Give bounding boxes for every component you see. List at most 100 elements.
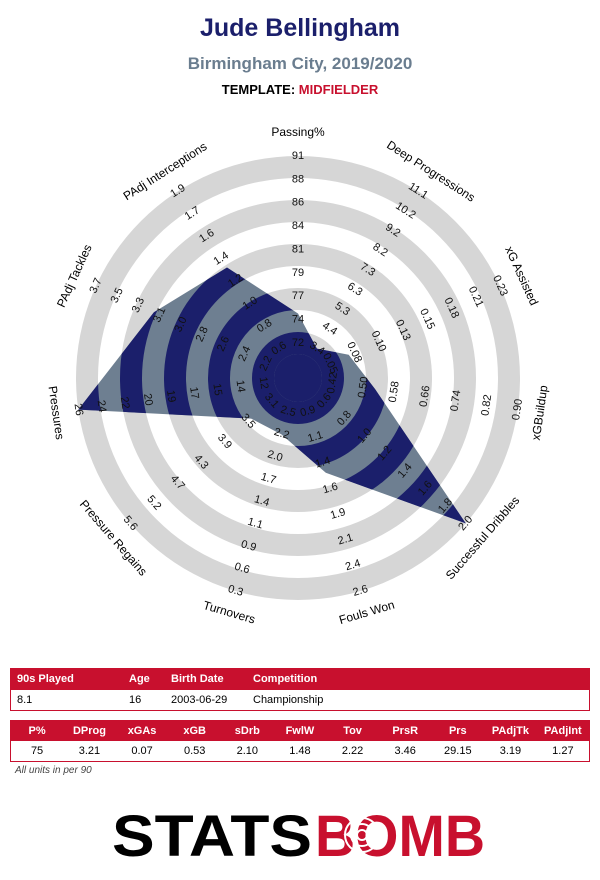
stats-header: xGAs <box>115 720 169 741</box>
radar-tick-label: 2.6 <box>215 335 232 354</box>
info-cell: 8.1 <box>10 689 123 711</box>
template-label: TEMPLATE: <box>221 82 296 97</box>
radar-tick-label: 2.2 <box>273 426 291 442</box>
stats-cell: 2.22 <box>341 745 364 757</box>
radar-tick-label: 1.1 <box>246 516 264 532</box>
radar-tick-label: 88 <box>292 173 304 185</box>
radar-tick-label: 0.42 <box>325 372 340 395</box>
info-row: 8.1 16 2003-06-29 Championship <box>10 689 590 711</box>
radar-tick-label: 0.90 <box>510 398 525 421</box>
radar-tick-label: 0.50 <box>356 376 371 399</box>
stats-header: Tov <box>326 720 379 741</box>
radar-polygon-layer <box>78 267 466 524</box>
info-header: Birth Date <box>165 668 247 690</box>
stats-cell: 2.10 <box>236 745 259 757</box>
logo-mark: STATS BOMB <box>112 804 485 869</box>
radar-tick-label: 74 <box>292 314 304 326</box>
radar-tick-label: 22 <box>118 396 132 410</box>
radar-tick-label: 77 <box>292 290 304 302</box>
stats-header: xGB <box>168 720 221 741</box>
radar-tick-label: 0.6 <box>233 561 251 577</box>
stats-cell: 3.21 <box>78 745 101 757</box>
radar-tick-label: 0.58 <box>387 380 402 403</box>
template-value: MIDFIELDER <box>298 82 379 97</box>
stats-table: P% DProg xGAs xGB sDrb FwlW Tov PrsR Prs… <box>10 720 590 762</box>
radar-tick-label: 17 <box>187 386 201 400</box>
radar-chart: 7274777981848688913.44.45.36.37.38.29.21… <box>46 125 551 628</box>
radar-tick-label: 2.4 <box>344 557 362 573</box>
radar-axis-label: Fouls Won <box>337 598 396 628</box>
radar-tick-label: 79 <box>292 267 304 279</box>
stats-cell: 29.15 <box>444 745 472 757</box>
radar-tick-label: 1.7 <box>259 471 277 487</box>
stats-header: P% <box>10 720 64 741</box>
radar-tick-label: 0.66 <box>418 385 433 408</box>
radar-tick-label: 0.9 <box>299 404 317 420</box>
stats-cell: 0.07 <box>131 745 153 757</box>
radar-tick-label: 12 <box>257 376 271 390</box>
radar-tick-label: 1.4 <box>314 455 332 471</box>
radar-tick-label: 3.0 <box>172 315 189 334</box>
radar-tick-label: 14 <box>233 379 247 393</box>
radar-tick-label: 4.4 <box>320 320 339 338</box>
radar-tick-label: 15 <box>210 383 224 397</box>
radar-tick-label: 1.6 <box>321 480 339 496</box>
units-note: All units in per 90 <box>15 765 92 776</box>
player-info-table: 90s Played Age Birth Date Competition 8.… <box>10 668 590 711</box>
info-cell: 2003-06-29 <box>165 689 247 711</box>
stats-cell: 3.19 <box>499 745 522 757</box>
radar-tick-label: 3.7 <box>87 276 104 295</box>
stats-cell: 1.27 <box>552 745 574 757</box>
info-header: 90s Played <box>10 668 123 690</box>
logo-target-icon <box>344 817 380 853</box>
radar-tick-label: 0.82 <box>479 394 494 417</box>
stats-header: FwlW <box>273 720 327 741</box>
info-cell: 16 <box>123 689 165 711</box>
info-header: Age <box>123 668 165 690</box>
radar-axis-label: Pressures <box>46 385 68 440</box>
radar-tick-label: 81 <box>292 243 304 255</box>
stats-cell: 75 <box>30 745 44 757</box>
radar-tick-label: 2.1 <box>336 532 354 548</box>
statsbomb-logo: STATS BOMB <box>0 804 600 869</box>
radar-tick-label: 2.4 <box>236 344 253 363</box>
radar-tick-label: 0.74 <box>448 389 463 412</box>
radar-center <box>274 354 322 402</box>
radar-tick-label: 2.5 <box>279 404 297 420</box>
radar-tick-label: 0.3 <box>226 583 244 599</box>
player-name: Jude Bellingham <box>199 14 401 42</box>
radar-tick-label: 2.6 <box>351 583 369 599</box>
radar-tick-label: 2.2 <box>257 354 274 373</box>
radar-navy-band <box>252 332 344 424</box>
radar-tick-label: 86 <box>292 197 304 209</box>
radar-tick-label: 1.9 <box>329 506 347 522</box>
radar-tick-label: 72 <box>292 337 304 349</box>
radar-tick-label: 91 <box>292 150 304 162</box>
logo-text-bomb: BOMB <box>315 804 485 864</box>
info-header-row: 90s Played Age Birth Date Competition <box>10 668 590 690</box>
radar-tick-label: 0.9 <box>240 538 258 554</box>
info-header: Competition <box>247 668 590 690</box>
stats-cell: 0.53 <box>183 745 206 757</box>
radar-tick-label: 3.3 <box>130 296 147 315</box>
radar-tick-label: 20 <box>141 393 155 407</box>
stats-cell: 1.48 <box>289 745 311 757</box>
stats-row: 75 3.21 0.07 0.53 2.10 1.48 2.22 3.46 29… <box>11 741 590 762</box>
radar-axis-label: PAdj Tackles <box>54 242 95 309</box>
radar-axis-label: xG Assisted <box>502 244 541 307</box>
template-line: TEMPLATE: MIDFIELDER <box>0 82 600 97</box>
radar-tick-label: 2.0 <box>266 448 284 464</box>
radar-tick-label: 1.1 <box>306 429 324 445</box>
stats-header: PAdjInt <box>536 720 590 741</box>
stats-header: PAdjTk <box>484 720 537 741</box>
radar-tick-label: 84 <box>292 220 304 232</box>
radar-axis-label: Turnovers <box>202 598 257 627</box>
radar-tick-label: 19 <box>164 389 178 403</box>
radar-axis-label: Passing% <box>271 125 325 139</box>
radar-tick-label: 3.1 <box>151 305 168 324</box>
info-cell: Championship <box>247 689 590 711</box>
radar-tick-label: 2.8 <box>194 325 211 344</box>
logo-text-stats: STATS <box>112 804 312 864</box>
radar-tick-label: 3.5 <box>109 286 126 305</box>
stats-header: sDrb <box>221 720 274 741</box>
